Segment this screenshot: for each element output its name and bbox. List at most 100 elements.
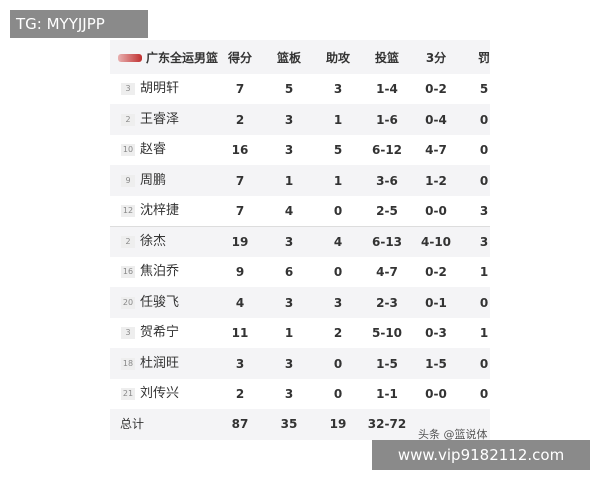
- cell-reb: 5: [284, 82, 294, 96]
- cell-tp: 0-2: [425, 265, 447, 279]
- header-ast: 助攻: [325, 51, 350, 65]
- cell-pts: 19: [231, 234, 249, 249]
- cell-ft: 0: [479, 112, 489, 127]
- cell-fg: 2-5: [376, 204, 398, 218]
- cell-fg: 1-4: [376, 82, 398, 96]
- cell-num: 18: [121, 357, 135, 370]
- cell-pts: 16: [231, 143, 249, 157]
- cell-pts: 2: [235, 112, 245, 127]
- cell-fg: 2-3: [376, 295, 398, 310]
- cell-ft: 3: [479, 234, 489, 249]
- cell-ft: 0: [479, 387, 489, 401]
- player-row: 16 焦泊乔 9 6 0 4-7 0-2 1: [110, 257, 490, 287]
- cell-tp: 0-0: [425, 204, 447, 218]
- cell-ast: 4: [333, 234, 343, 249]
- header-3pt: 3分: [425, 51, 447, 65]
- total-fg: 32-72: [367, 417, 407, 431]
- cell-ft: 5: [479, 82, 489, 96]
- team-title: 广东全运男篮: [146, 51, 219, 65]
- starter-bench-divider: [110, 226, 490, 227]
- cell-ft: 3: [479, 204, 489, 218]
- player-row: 10 赵睿 16 3 5 6-12 4-7 0: [110, 135, 490, 165]
- cell-pts: 9: [235, 265, 245, 279]
- player-row: 9 周鹏 7 1 1 3-6 1-2 0: [110, 166, 490, 196]
- cell-name: 任骏飞: [140, 294, 180, 310]
- cell-reb: 3: [284, 387, 294, 401]
- watermark-tg: TG: MYYJJPP: [10, 10, 148, 38]
- cell-name: 沈梓捷: [140, 203, 180, 218]
- cell-num: 16: [121, 266, 135, 278]
- cell-reb: 3: [284, 234, 294, 249]
- cell-fg: 3-6: [376, 173, 398, 188]
- player-row: 3 贺希宁 11 1 2 5-10 0-3 1: [110, 318, 490, 348]
- cell-ast: 2: [333, 326, 343, 340]
- cell-pts: 7: [235, 204, 245, 218]
- cell-fg: 1-1: [376, 387, 398, 401]
- cell-num: 2: [121, 113, 135, 126]
- source-watermark: 头条 @篮说体育: [418, 428, 488, 440]
- cell-num: 21: [121, 388, 135, 400]
- cell-fg: 5-10: [371, 326, 403, 340]
- cell-ft: 0: [479, 143, 489, 157]
- header-fg: 投篮: [374, 51, 399, 65]
- cell-ft: 0: [479, 173, 489, 188]
- table-header: 广东全运男篮 得分 篮板 助攻 投篮 3分 罚: [110, 42, 490, 74]
- cell-tp: 4-7: [425, 143, 447, 157]
- cell-tp: 0-4: [425, 112, 447, 127]
- cell-reb: 6: [284, 265, 294, 279]
- cell-reb: 3: [284, 112, 294, 127]
- cell-ft: 0: [479, 295, 489, 310]
- player-row: 3 胡明轩 7 5 3 1-4 0-2 5: [110, 74, 490, 104]
- cell-reb: 1: [284, 326, 294, 340]
- cell-num: 10: [121, 144, 135, 156]
- cell-num: 20: [121, 296, 135, 309]
- cell-fg: 1-6: [376, 112, 398, 127]
- cell-pts: 11: [231, 326, 249, 340]
- cell-name: 赵睿: [140, 142, 167, 157]
- cell-name: 贺希宁: [140, 325, 180, 340]
- total-row: 总计 87 35 19 32-72: [110, 409, 490, 439]
- cell-name: 王睿泽: [140, 111, 180, 127]
- total-label: 总计: [120, 417, 145, 431]
- cell-pts: 2: [235, 387, 245, 401]
- total-reb: 35: [280, 417, 298, 431]
- cell-num: 12: [121, 205, 135, 217]
- cell-fg: 6-12: [371, 143, 403, 157]
- cell-reb: 4: [284, 204, 294, 218]
- cell-num: 9: [121, 174, 135, 187]
- cell-ast: 0: [333, 265, 343, 279]
- header-reb: 篮板: [276, 51, 301, 65]
- cell-tp: 1-2: [425, 173, 447, 188]
- cell-pts: 7: [235, 82, 245, 96]
- header-ft: 罚: [477, 51, 490, 65]
- cell-tp: 0-0: [425, 387, 447, 401]
- cell-tp: 1-5: [425, 356, 447, 371]
- cell-reb: 3: [284, 143, 294, 157]
- cell-name: 刘传兴: [140, 386, 180, 401]
- player-row: 2 王睿泽 2 3 1 1-6 0-4 0: [110, 105, 490, 135]
- cell-tp: 0-2: [425, 82, 447, 96]
- cell-num: 2: [121, 235, 135, 248]
- cell-pts: 3: [235, 356, 245, 371]
- total-pts: 87: [231, 417, 249, 431]
- cell-ast: 3: [333, 82, 343, 96]
- cell-tp: 0-3: [425, 326, 447, 340]
- cell-reb: 1: [284, 173, 294, 188]
- player-row: 18 杜润旺 3 3 0 1-5 1-5 0: [110, 349, 490, 379]
- cell-name: 周鹏: [140, 172, 167, 188]
- cell-tp: 4-10: [420, 234, 452, 249]
- cell-pts: 4: [235, 295, 245, 310]
- box-score-table: 广东全运男篮 得分 篮板 助攻 投篮 3分 罚 3 胡明轩 7 5 3 1-4 0-2 5 2 王…: [110, 40, 490, 440]
- player-row: 20 任骏飞 4 3 3 2-3 0-1 0: [110, 288, 490, 318]
- cell-ft: 1: [479, 265, 489, 279]
- watermark-site: www.vip9182112.com: [372, 440, 590, 470]
- cell-name: 焦泊乔: [140, 264, 180, 279]
- cell-reb: 3: [284, 356, 294, 371]
- cell-fg: 6-13: [371, 234, 403, 249]
- cell-name: 胡明轩: [140, 81, 180, 96]
- total-ast: 19: [329, 417, 347, 431]
- cell-ast: 1: [333, 173, 343, 188]
- cell-ast: 1: [333, 112, 343, 127]
- cell-ast: 3: [333, 295, 343, 310]
- cell-ast: 5: [333, 143, 343, 157]
